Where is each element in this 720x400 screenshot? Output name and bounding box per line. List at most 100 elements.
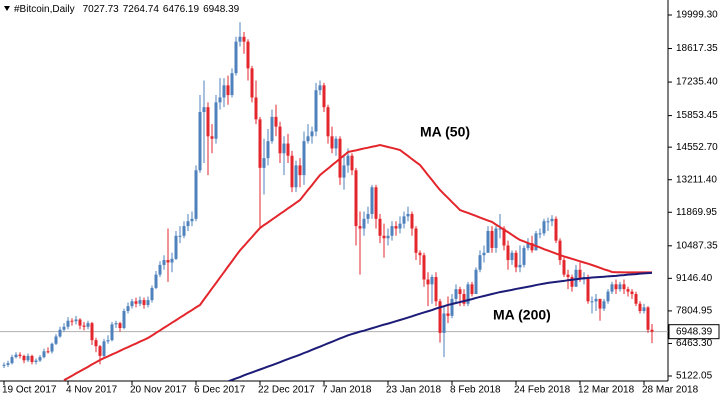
candle-body <box>302 141 306 176</box>
last-price-label: 6948.39 <box>676 326 713 337</box>
candle-body <box>130 301 134 307</box>
candle-body <box>462 294 466 304</box>
candle-body <box>270 116 274 142</box>
candle-body <box>286 143 290 156</box>
candle-body <box>266 141 270 159</box>
close-value: 6948.39 <box>203 4 240 15</box>
candle-body <box>446 313 450 316</box>
candle-body <box>162 260 166 265</box>
candle-body <box>366 213 370 219</box>
candle-body <box>26 355 30 361</box>
candle-body <box>82 325 86 327</box>
candle-body <box>306 136 310 142</box>
candle-body <box>254 97 258 120</box>
candle-body <box>166 260 170 263</box>
candle-body <box>430 277 434 285</box>
candle-body <box>486 230 490 253</box>
x-tick-label: 8 Feb 2018 <box>450 385 501 396</box>
candle-body <box>454 289 458 299</box>
candle-body <box>622 284 626 290</box>
candle-body <box>62 326 66 330</box>
candle-body <box>114 323 118 325</box>
candle-body <box>234 41 238 74</box>
candle-body <box>530 243 534 251</box>
candle-body <box>358 226 362 229</box>
candle-body <box>578 269 582 280</box>
candle-body <box>142 300 146 305</box>
y-tick-label: 6463.30 <box>676 338 713 349</box>
x-tick-label: 6 Dec 2017 <box>194 385 246 396</box>
candle-body <box>202 107 206 113</box>
candle-body <box>546 221 550 223</box>
candle-body <box>10 357 14 364</box>
x-tick-label: 24 Feb 2018 <box>514 385 571 396</box>
candle-body <box>50 343 54 352</box>
candle-body <box>458 289 462 295</box>
candle-body <box>134 301 138 304</box>
candle-body <box>58 329 62 337</box>
candle-body <box>466 284 470 304</box>
candle-body <box>362 218 366 229</box>
candle-body <box>154 274 158 288</box>
candle-body <box>370 187 374 214</box>
candle-body <box>46 351 50 353</box>
candle-body <box>442 313 446 333</box>
candle-body <box>526 243 530 248</box>
candle-body <box>410 213 414 229</box>
candle-body <box>330 136 334 149</box>
candle-body <box>470 284 474 295</box>
candle-body <box>262 158 266 168</box>
candle-body <box>74 319 78 322</box>
candle-body <box>198 112 202 171</box>
candle-body <box>426 279 430 285</box>
candle-body <box>242 36 246 42</box>
low-value: 6476.19 <box>163 4 200 15</box>
candle-body <box>298 165 302 176</box>
candle-body <box>538 233 542 235</box>
ma200-annotation: MA (200) <box>493 307 551 323</box>
moving-average-line <box>63 144 652 381</box>
x-tick-label: 23 Jan 2018 <box>386 385 441 396</box>
candle-body <box>318 85 322 91</box>
candle-body <box>474 269 478 295</box>
header-icon <box>4 6 10 11</box>
candle-body <box>542 221 546 234</box>
candle-body <box>422 255 426 280</box>
candle-body <box>478 255 482 270</box>
y-tick-label: 19999.30 <box>676 10 718 21</box>
candle-body <box>314 90 318 132</box>
candle-body <box>110 324 114 341</box>
candle-body <box>646 307 650 330</box>
plot-area <box>0 22 668 381</box>
open-value: 7027.73 <box>83 4 120 15</box>
candle-body <box>70 320 74 322</box>
candle-body <box>386 235 390 239</box>
candle-body <box>178 235 182 237</box>
candle-body <box>618 284 622 290</box>
y-tick-label: 7804.95 <box>676 306 713 317</box>
candle-body <box>638 303 642 312</box>
candle-body <box>14 354 18 358</box>
candle-body <box>382 235 386 239</box>
candle-body <box>214 102 218 139</box>
x-tick-label: 19 Oct 2017 <box>2 385 57 396</box>
candle-body <box>522 247 526 265</box>
candle-body <box>210 136 214 139</box>
candle-body <box>550 218 554 222</box>
candle-body <box>438 301 442 333</box>
candle-body <box>650 329 654 332</box>
header: #Bitcoin,Daily 7027.73 7264.74 6476.19 6948.… <box>14 4 240 15</box>
candle-body <box>86 323 90 327</box>
candle-body <box>226 85 230 96</box>
candle-body <box>554 218 558 241</box>
candle-body <box>94 340 98 347</box>
candle-body <box>610 284 614 292</box>
candle-body <box>2 364 6 366</box>
candle-body <box>378 218 382 236</box>
y-tick-label: 14552.70 <box>676 142 718 153</box>
candle-body <box>414 228 418 253</box>
y-tick-label: 15853.45 <box>676 110 718 121</box>
candle-body <box>566 274 570 278</box>
x-tick-label: 20 Nov 2017 <box>130 385 187 396</box>
